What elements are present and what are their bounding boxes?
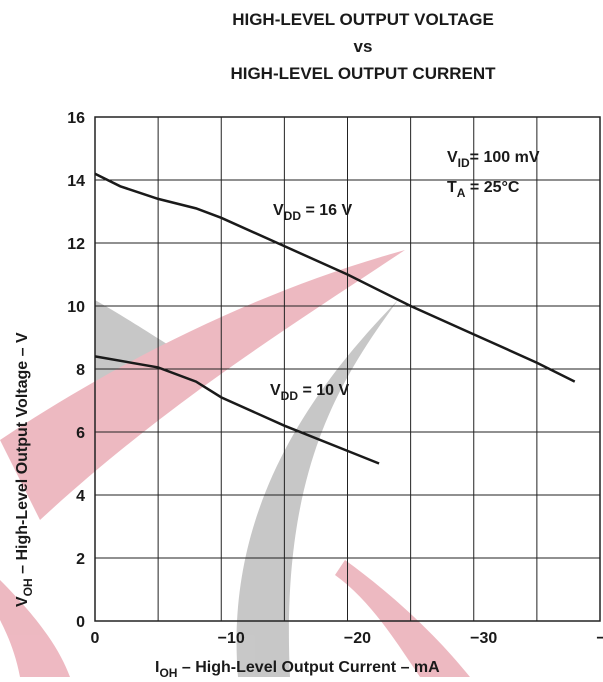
series-label-rest: = 16 V	[301, 202, 352, 219]
series-label: VDD = 10 V	[270, 382, 349, 403]
series-line	[94, 172, 576, 383]
annotation-rest: = 100 mV	[470, 149, 540, 166]
series-label-main: V	[270, 382, 281, 399]
annotation: TA = 25°C	[447, 179, 520, 200]
x-tick-label: −20	[344, 630, 371, 647]
x-tick-label: −30	[470, 630, 497, 647]
y-axis-label-main: V	[14, 596, 31, 607]
chart-title: vs	[354, 37, 373, 56]
series-line	[94, 355, 380, 465]
y-tick-label: 16	[67, 110, 85, 127]
chart-title: HIGH-LEVEL OUTPUT VOLTAGE	[232, 10, 494, 29]
annotation-main: T	[447, 179, 457, 196]
x-tick-label: −10	[218, 630, 245, 647]
series-label-main: V	[273, 202, 284, 219]
x-tick-label: −40	[596, 630, 603, 647]
y-axis-label-rest: – High-Level Output Voltage – V	[14, 332, 31, 578]
annotation-rest: = 25°C	[465, 179, 519, 196]
annotation-sub: A	[457, 186, 466, 200]
y-tick-label: 4	[76, 488, 85, 505]
series-label-rest: = 10 V	[298, 382, 349, 399]
x-axis-label-rest: – High-Level Output Current – mA	[177, 659, 440, 676]
x-axis-label-sub: OH	[159, 666, 177, 677]
x-tick-label: 0	[91, 630, 100, 647]
series-label-sub: DD	[281, 389, 299, 403]
x-axis-label-main: I	[155, 659, 159, 676]
y-tick-label: 8	[76, 362, 85, 379]
annotation-sub: ID	[458, 156, 470, 170]
y-tick-label: 0	[76, 614, 85, 631]
y-tick-label: 12	[67, 236, 85, 253]
y-tick-label: 14	[67, 173, 85, 190]
plot-frame	[94, 116, 601, 622]
annotation-main: V	[447, 149, 458, 166]
series-label-sub: DD	[284, 209, 302, 223]
y-tick-label: 6	[76, 425, 85, 442]
x-axis-label: IOH – High-Level Output Current – mA	[155, 659, 440, 677]
chart-title: HIGH-LEVEL OUTPUT CURRENT	[230, 64, 496, 83]
series-label: VDD = 16 V	[273, 202, 352, 223]
y-tick-label: 2	[76, 551, 85, 568]
y-tick-label: 10	[67, 299, 85, 316]
y-axis-label-sub: OH	[21, 578, 35, 596]
annotation: VID= 100 mV	[447, 149, 540, 170]
y-axis-label: VOH – High-Level Output Voltage – V	[14, 332, 35, 607]
